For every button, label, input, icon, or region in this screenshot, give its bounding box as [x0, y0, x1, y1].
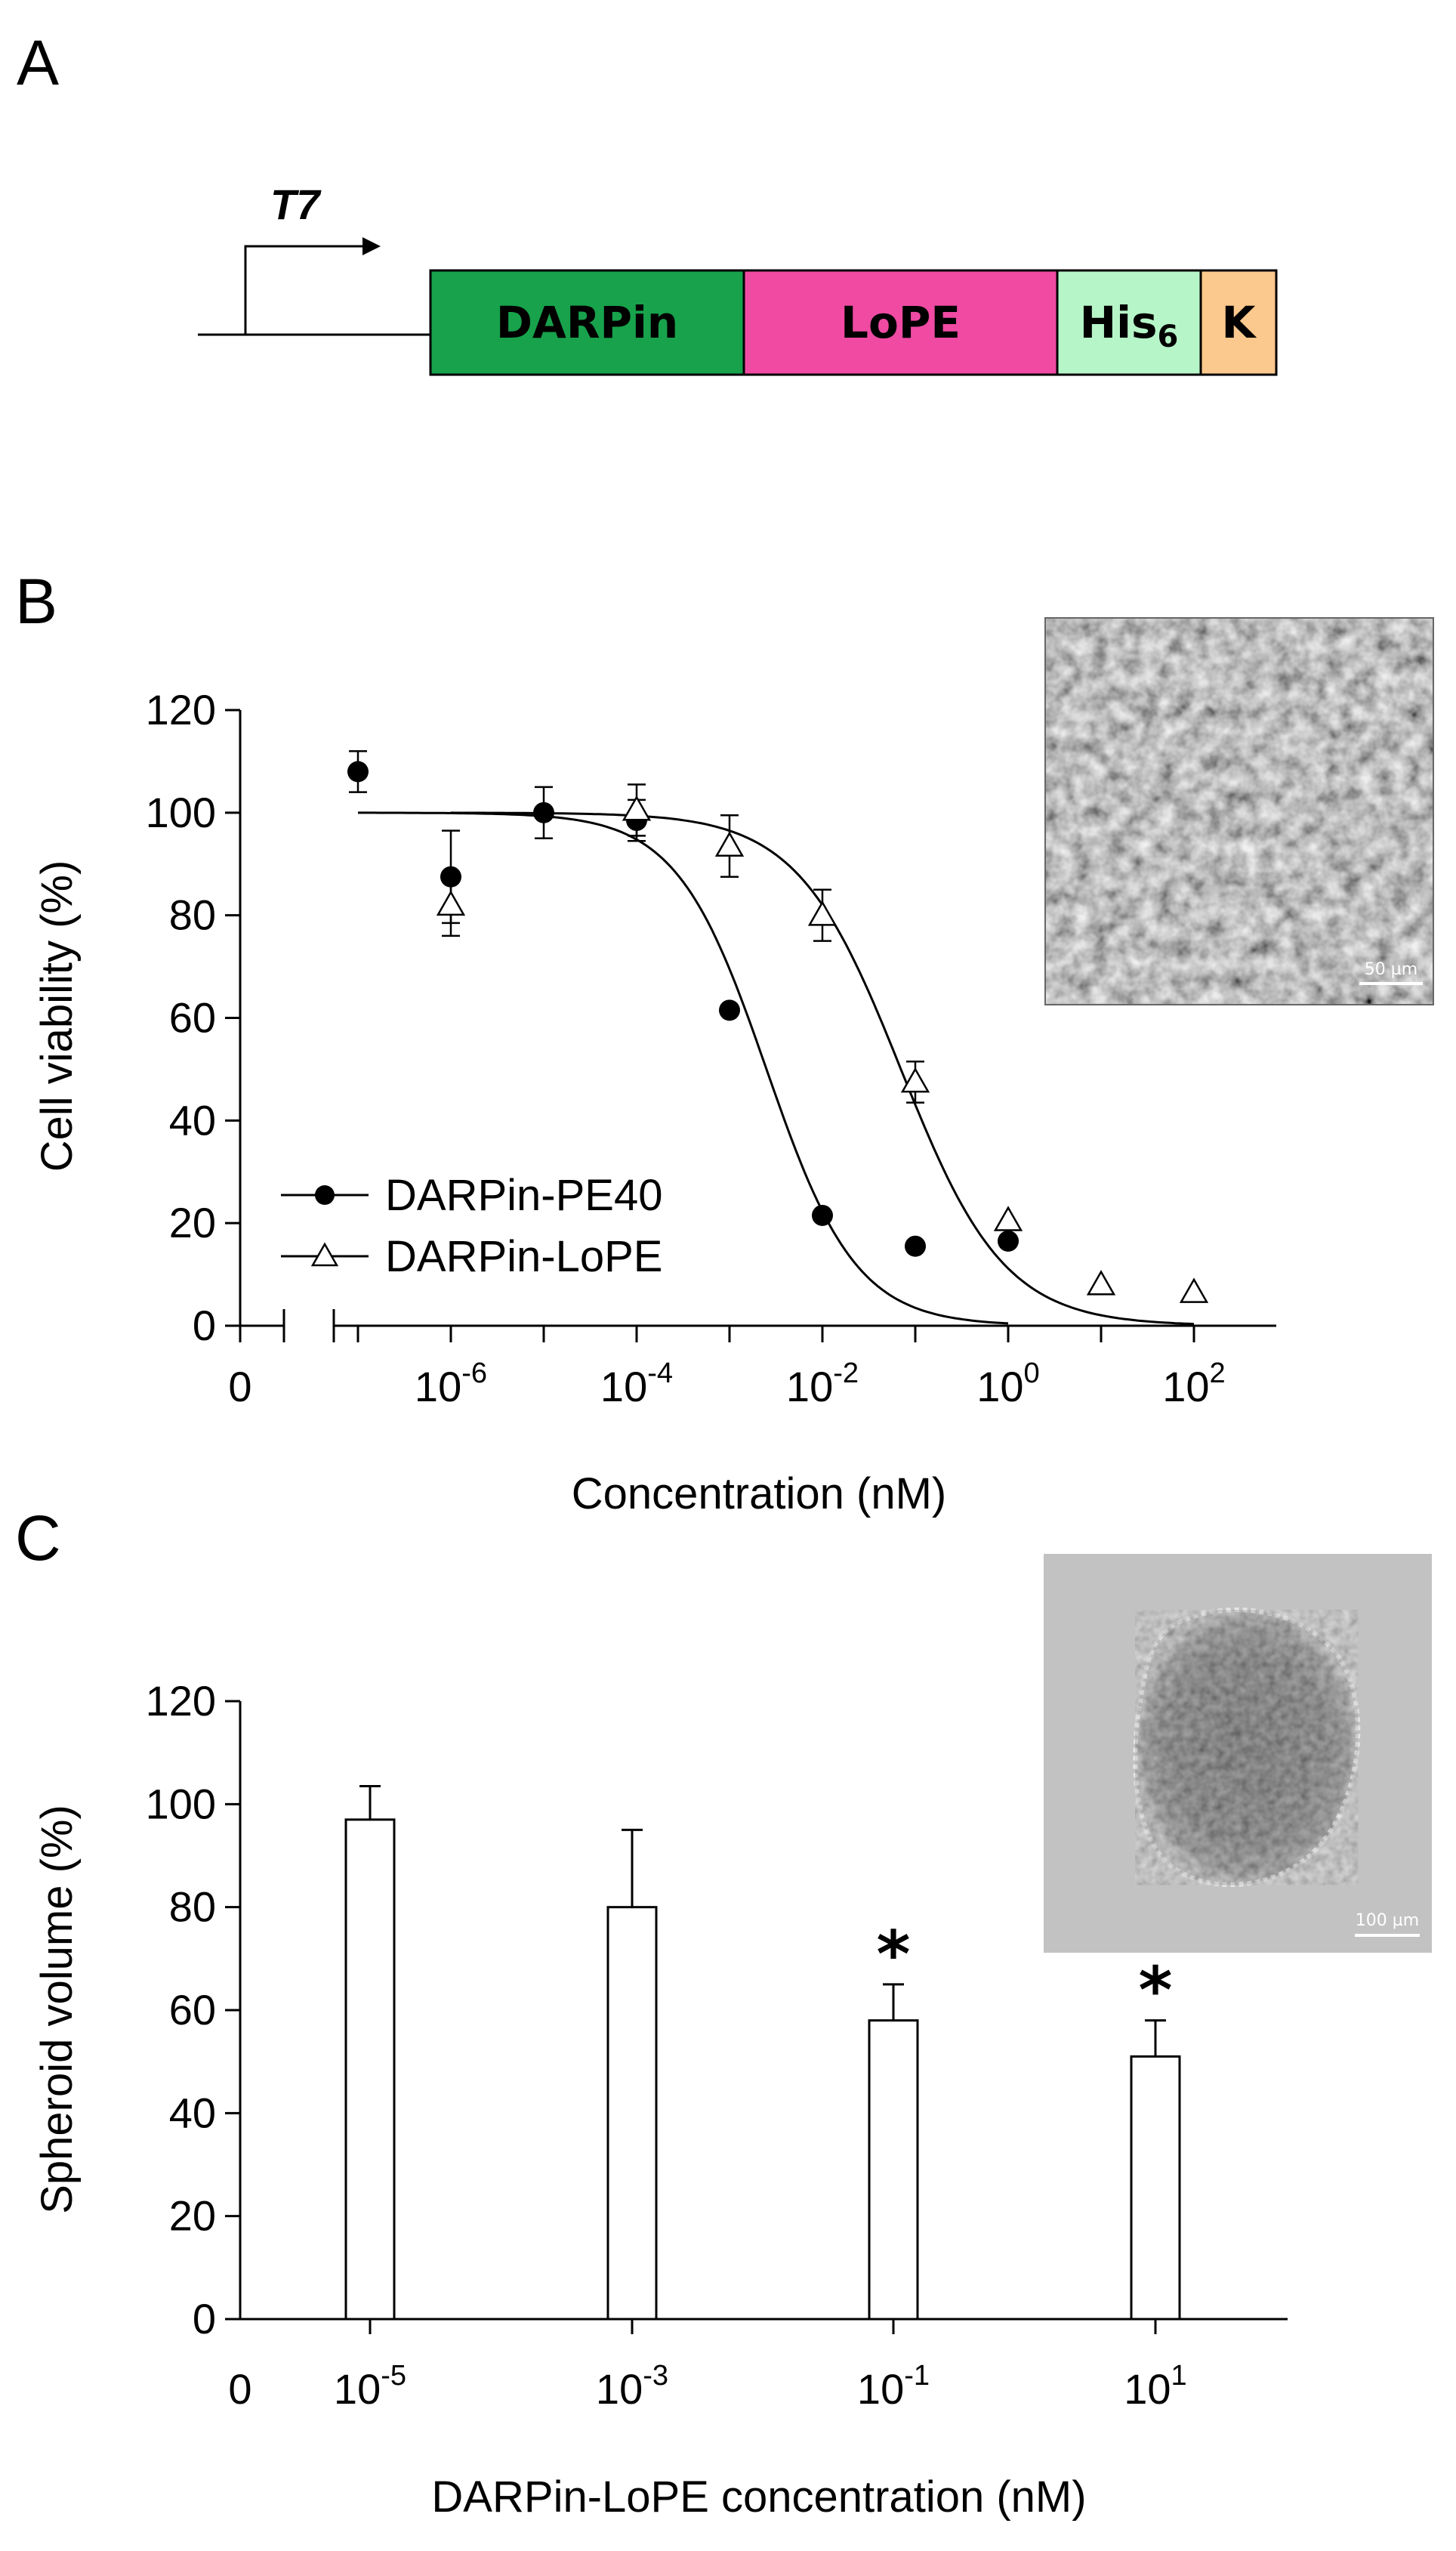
segment-label-darpin: DARPin	[496, 297, 678, 348]
x-tick-label: 10-1	[857, 2360, 930, 2413]
y-tick-label: 60	[169, 994, 216, 1042]
legend-label: DARPin-PE40	[385, 1171, 662, 1220]
data-point-pe40	[533, 801, 554, 823]
promoter-arrow	[244, 237, 381, 335]
y-tick-label: 120	[146, 1677, 216, 1725]
data-point-pe40	[812, 1204, 833, 1226]
legend-marker-lope	[310, 1242, 339, 1267]
segment-box-k	[1199, 269, 1278, 376]
spheroid-texture	[1135, 1610, 1359, 1885]
y-axis-title: Spheroid volume (%)	[32, 1805, 82, 2214]
data-point-pe40	[905, 1235, 926, 1257]
scale-bar-b-label: 50 µm	[1365, 960, 1417, 979]
x-tick-label: 102	[1162, 1357, 1225, 1410]
viability-chart: 0 20 40 60 80 100 120 0 10-6 10-4 10-2 100 102 Concen…	[32, 686, 1276, 1518]
x-axis-title: DARPin-LoPE concentration (nM)	[431, 2472, 1086, 2522]
significance-star: *	[1139, 1953, 1173, 2029]
cell-micrograph-inset: 50 µm	[1044, 617, 1434, 1005]
x-tick-label: 101	[1124, 2360, 1186, 2413]
y-tick-label: 60	[169, 1986, 216, 2034]
y-tick-label: 20	[169, 2192, 216, 2240]
y-tick-label: 80	[169, 1883, 216, 1931]
panel-c-label: C	[15, 1502, 61, 1574]
x-tick-label: 100	[976, 1357, 1039, 1410]
panel-b-label: B	[15, 566, 57, 637]
x-tick-label: 10-2	[786, 1357, 859, 1410]
panel-a-label: A	[17, 27, 59, 98]
x-zero-label: 0	[228, 2365, 251, 2413]
data-point-lope	[622, 795, 652, 821]
data-point-lope	[714, 831, 745, 857]
bar	[1130, 2055, 1181, 2321]
cell-micrograph-frame	[1044, 617, 1434, 1005]
bar	[344, 1818, 396, 2321]
y-tick-label: 80	[169, 891, 216, 939]
spheroid-micrograph-inset: 100 µm	[1044, 1554, 1432, 1953]
y-axis-title: Cell viability (%)	[32, 860, 82, 1172]
legend-marker-pe40	[315, 1185, 335, 1205]
construct-segments: DARPin LoPE His6 K	[429, 269, 1278, 376]
x-tick-label: 10-5	[334, 2360, 406, 2413]
data-point-lope	[1086, 1270, 1116, 1296]
spheroid-chart: 0 20 40 60 80 100 120 0 10-5 10-3 10-1 * 101 * DARPin-…	[32, 1677, 1288, 2522]
data-point-pe40	[347, 761, 369, 783]
x-axis-title: Concentration (nM)	[572, 1469, 946, 1518]
construct-diagram: T7 DARPin LoPE His6 K	[198, 181, 1278, 376]
x-tick-label: 10-4	[600, 1357, 673, 1410]
data-point-lope	[807, 900, 838, 926]
y-tick-label: 20	[169, 1199, 216, 1246]
y-tick-label: 0	[193, 1302, 216, 1349]
data-point-pe40	[998, 1230, 1019, 1252]
y-tick-label: 120	[146, 686, 216, 733]
cell-micrograph-texture	[1045, 618, 1433, 1005]
scale-bar-c-label: 100 µm	[1356, 1911, 1419, 1930]
segment-box-his	[1056, 269, 1202, 376]
y-tick-label: 100	[146, 789, 216, 836]
bar	[606, 1906, 658, 2321]
data-point-lope	[900, 1067, 930, 1093]
data-point-lope	[993, 1206, 1023, 1231]
promoter-label: T7	[270, 181, 322, 228]
segment-box-lope	[742, 269, 1059, 376]
y-tick-label: 0	[193, 2295, 216, 2343]
data-point-lope	[436, 890, 466, 916]
y-tick-label: 40	[169, 2089, 216, 2136]
y-tick-label: 100	[146, 1780, 216, 1827]
data-point-lope	[1179, 1277, 1209, 1303]
segment-label-lope: LoPE	[841, 297, 961, 348]
x-tick-label: 10-6	[415, 1357, 487, 1410]
segment-label-k: K	[1222, 297, 1257, 348]
data-point-pe40	[719, 999, 740, 1021]
x-tick-label: 10-3	[596, 2360, 668, 2413]
legend-label: DARPin-LoPE	[385, 1232, 662, 1281]
bar	[868, 2019, 919, 2321]
x-tick-label: 0	[228, 1363, 251, 1410]
y-tick-label: 40	[169, 1096, 216, 1144]
segment-label-his: His6	[1080, 297, 1179, 354]
significance-star: *	[877, 1917, 911, 1993]
